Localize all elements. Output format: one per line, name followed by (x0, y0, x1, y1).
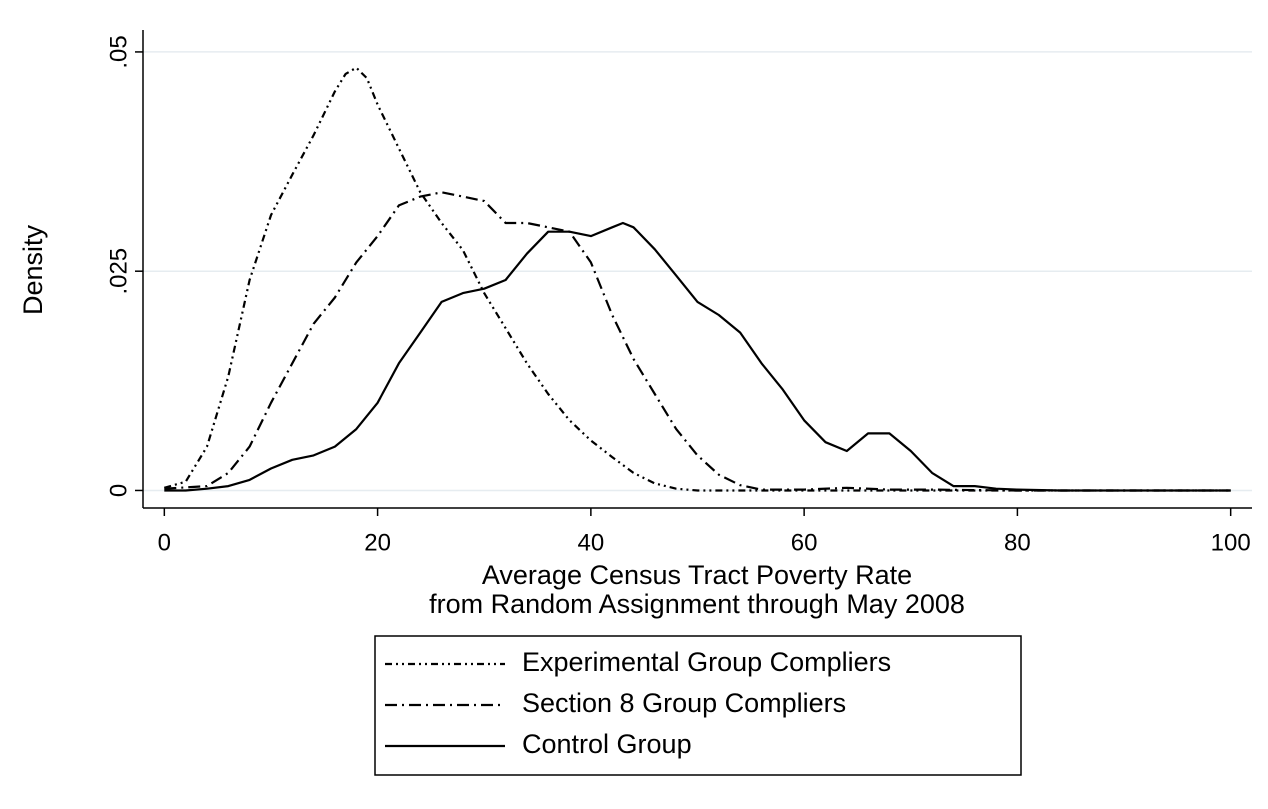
x-tick-label: 20 (364, 529, 391, 556)
x-tick-label: 0 (158, 529, 171, 556)
legend-label: Section 8 Group Compliers (522, 688, 846, 718)
y-tick-label: 0 (105, 484, 132, 497)
density-line (164, 221, 1231, 492)
density-line (163, 66, 1231, 492)
x-axis-title: from Random Assignment through May 2008 (429, 589, 965, 619)
x-tick-label: 80 (1004, 529, 1031, 556)
legend-box (374, 635, 1022, 776)
x-axis-title: Average Census Tract Poverty Rate (482, 560, 912, 590)
legend-label: Control Group (522, 729, 692, 759)
x-tick-label: 60 (791, 529, 818, 556)
y-tick-label: .05 (105, 35, 132, 68)
y-tick-label: .025 (105, 248, 132, 295)
x-tick-label: 40 (578, 529, 605, 556)
density-line (164, 191, 1231, 492)
y-axis-title: Density (18, 224, 48, 315)
x-tick-label: 100 (1211, 529, 1251, 556)
legend-label: Experimental Group Compliers (522, 647, 891, 677)
